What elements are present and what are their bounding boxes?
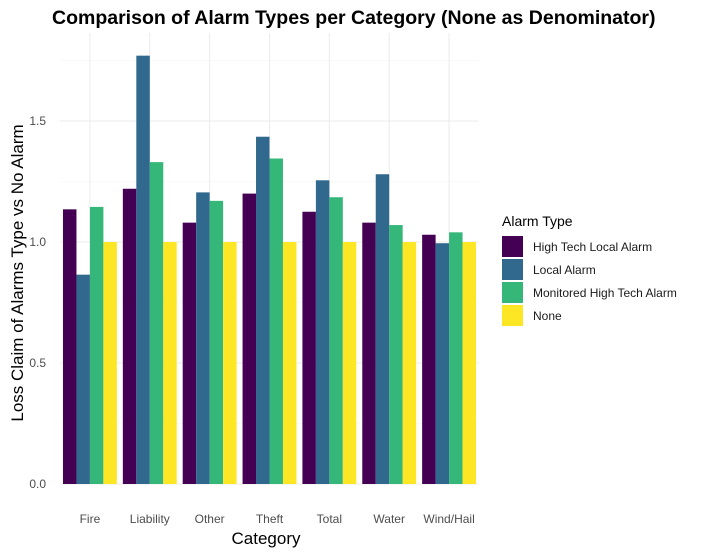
bar xyxy=(76,274,90,484)
bar xyxy=(103,242,117,484)
chart-title: Comparison of Alarm Types per Category (… xyxy=(52,7,656,29)
bar xyxy=(122,188,137,484)
bar xyxy=(256,136,270,485)
x-tick-label: Theft xyxy=(256,512,284,526)
legend-swatch xyxy=(502,259,523,280)
bars xyxy=(62,55,477,485)
x-tick-label: Total xyxy=(317,512,342,526)
bar xyxy=(422,234,436,484)
bar xyxy=(449,232,463,484)
bar xyxy=(375,174,390,485)
legend-title: Alarm Type xyxy=(502,213,573,229)
bar xyxy=(242,193,257,484)
legend-swatch xyxy=(502,305,523,326)
legend: Alarm Type High Tech Local Alarm Local Al… xyxy=(502,213,677,326)
x-tick-label: Liability xyxy=(130,512,170,526)
bar xyxy=(462,242,477,484)
legend-label: Monitored High Tech Alarm xyxy=(533,286,677,300)
tick-labels: 0.0 0.5 1.0 1.5 Fire Liability Other Theft Total… xyxy=(29,114,474,526)
bar xyxy=(342,242,357,484)
legend-label: None xyxy=(533,309,562,323)
bar xyxy=(389,225,403,484)
y-tick-label: 0.0 xyxy=(29,477,46,491)
x-axis-title: Category xyxy=(232,529,301,548)
bar xyxy=(402,242,417,484)
bar xyxy=(136,55,150,484)
x-tick-label: Fire xyxy=(80,512,101,526)
bar xyxy=(282,242,297,484)
bar xyxy=(315,180,330,485)
bar xyxy=(269,158,283,484)
legend-swatch xyxy=(502,236,523,257)
bar xyxy=(182,222,197,484)
x-tick-label: Wind/Hail xyxy=(423,512,474,526)
bar xyxy=(209,200,224,485)
bar xyxy=(362,222,376,484)
y-axis-title: Loss Claim of Alarms Type vs No Alarm xyxy=(8,124,27,421)
bar xyxy=(223,242,237,484)
bar xyxy=(329,197,343,485)
x-tick-label: Water xyxy=(373,512,405,526)
y-tick-label: 1.5 xyxy=(29,114,46,128)
bar xyxy=(89,206,104,484)
bar xyxy=(163,242,177,484)
bar xyxy=(62,209,77,484)
bar xyxy=(302,211,316,484)
legend-label: High Tech Local Alarm xyxy=(533,240,652,254)
x-tick-label: Other xyxy=(195,512,225,526)
y-tick-label: 0.5 xyxy=(29,356,46,370)
legend-label: Local Alarm xyxy=(533,263,596,277)
legend-swatch xyxy=(502,282,523,303)
y-tick-label: 1.0 xyxy=(29,235,46,249)
bar xyxy=(149,162,164,484)
bar xyxy=(435,243,450,484)
bar xyxy=(196,192,210,484)
